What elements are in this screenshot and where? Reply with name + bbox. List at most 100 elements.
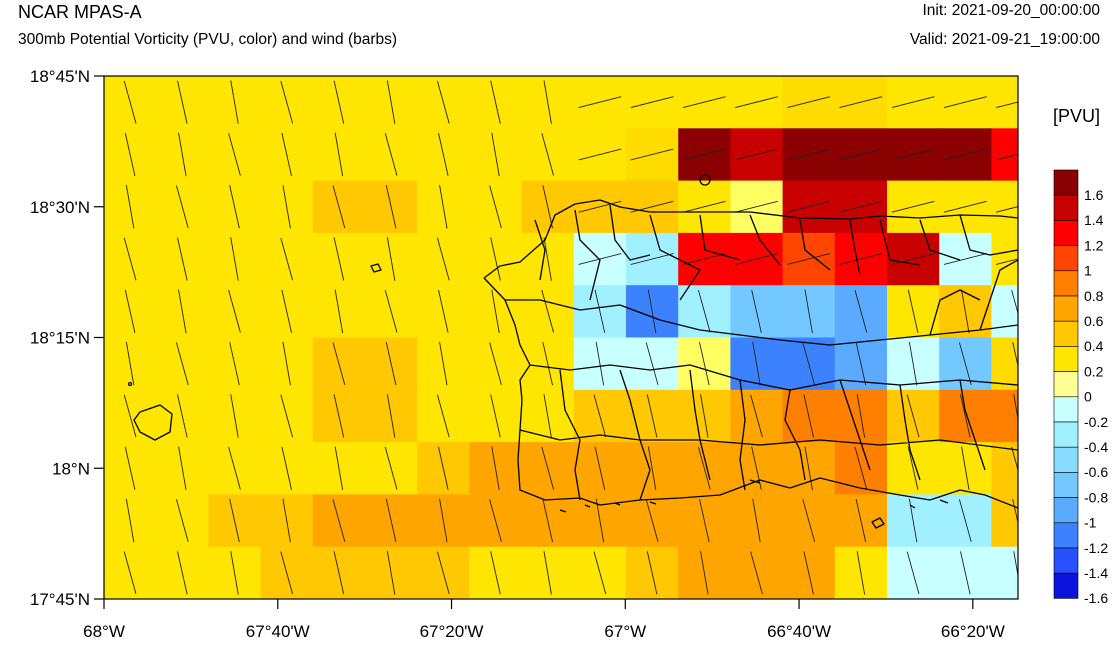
wind-barb [334,446,344,491]
wind-barb [124,132,136,177]
wind-barb [578,148,622,161]
wind-barb [907,289,919,333]
wind-barb [803,551,814,595]
wind-barb [593,394,607,438]
wind-barb [543,237,552,281]
wind-barb [230,80,239,124]
wind-barb [281,446,292,490]
wind-barb [735,96,778,109]
wind-barb [854,290,868,333]
colorbar-label: 0.6 [1084,313,1104,329]
colorbar-swatch [1053,270,1079,297]
wind-barb [332,342,346,385]
wind-barb [839,253,883,265]
wind-barb [175,342,189,385]
pv-colorbar: 1.6 1.4 1.2 1 0.8 0.6 0.4 0.2 0 -0.2 -0.4 -0.6 -0.8 -… [1053,169,1108,606]
wind-barb [943,253,987,265]
wind-barb [542,185,553,229]
wind-barb [490,394,501,438]
wind-barb [891,200,935,213]
wind-barb [700,551,709,595]
wind-barb [282,184,291,229]
longitude-axis: 68°W 67°40'W 67°20'W 67°W 66°40'W 66°20'W [83,599,1005,641]
colorbar-swatch [1053,446,1079,473]
colorbar-swatch [1053,497,1079,524]
wind-barb [630,253,674,265]
wind-barb [787,96,831,109]
wind-barb [697,446,711,490]
wind-barb [230,237,239,281]
colorbar-swatch [1053,320,1079,347]
wind-barb [578,96,622,109]
wind-barb [682,148,726,161]
wind-barb [386,237,396,281]
wind-barb [943,200,987,213]
wind-barb [491,132,500,177]
wind-barb [438,132,449,177]
lat-tick-label: 18°N [52,459,90,478]
colorbar-label: 1.4 [1084,212,1104,228]
wind-barb [230,551,239,595]
wind-barb [803,394,814,438]
wind-barb [178,289,187,334]
lon-tick-label: 66°20'W [941,622,1005,641]
wind-barb [891,148,935,161]
wind-barb [855,342,867,386]
wind-barb [125,341,135,386]
wind-barb [489,185,502,229]
lon-tick-label: 67°40'W [246,622,310,641]
wind-barb [332,499,346,542]
municipal-borders [505,204,1018,501]
wind-barb [228,133,241,176]
lat-tick-label: 18°45'N [30,67,90,86]
wind-barb [543,80,552,124]
wind-barb [385,342,397,386]
wind-barb [891,96,935,109]
colorbar-swatch [1053,346,1079,372]
wind-barb [735,253,778,265]
wind-barb [907,446,919,490]
wind-barb [280,551,294,595]
colorbar-label: -1.4 [1084,565,1108,581]
wind-barb [700,394,709,438]
wind-barb [958,342,972,385]
colorbar-swatch [1053,245,1079,272]
wind-barb [123,237,137,281]
colorbar-label: 1.6 [1084,187,1104,203]
wind-barb [802,342,816,385]
wind-barb [384,446,398,490]
wind-barb [542,498,553,543]
wind-barbs [123,80,1018,595]
pv-cell [991,128,1018,182]
wind-barb [595,498,605,543]
wind-barb [645,342,659,385]
wind-barb [802,499,816,542]
desecheo-island [370,263,382,273]
wind-barb [906,394,920,438]
wind-barb [645,499,659,542]
wind-barb [436,237,450,281]
wind-barb [735,148,778,161]
wind-barb [125,498,135,543]
caja-de-muertos [871,517,885,529]
wind-barb [943,148,987,161]
wind-barb [646,551,658,595]
wind-barb [282,341,291,386]
colorbar-swatch [1053,522,1079,549]
wind-barb [542,342,553,386]
wind-barb [178,132,187,177]
wind-barb [682,200,726,213]
wind-barb [175,185,189,229]
wind-barb [384,290,398,333]
wind-barb [491,446,500,491]
colorbar-label: 0.2 [1084,363,1104,379]
valid-time: Valid: 2021-09-21_19:00:00 [909,31,1100,48]
wind-barb [960,551,971,595]
wind-barb [280,394,294,438]
pv-cell [991,389,1018,443]
mona-island [133,404,173,441]
wind-barb [646,394,658,438]
wind-barb [332,185,346,229]
wind-barb [578,200,622,213]
